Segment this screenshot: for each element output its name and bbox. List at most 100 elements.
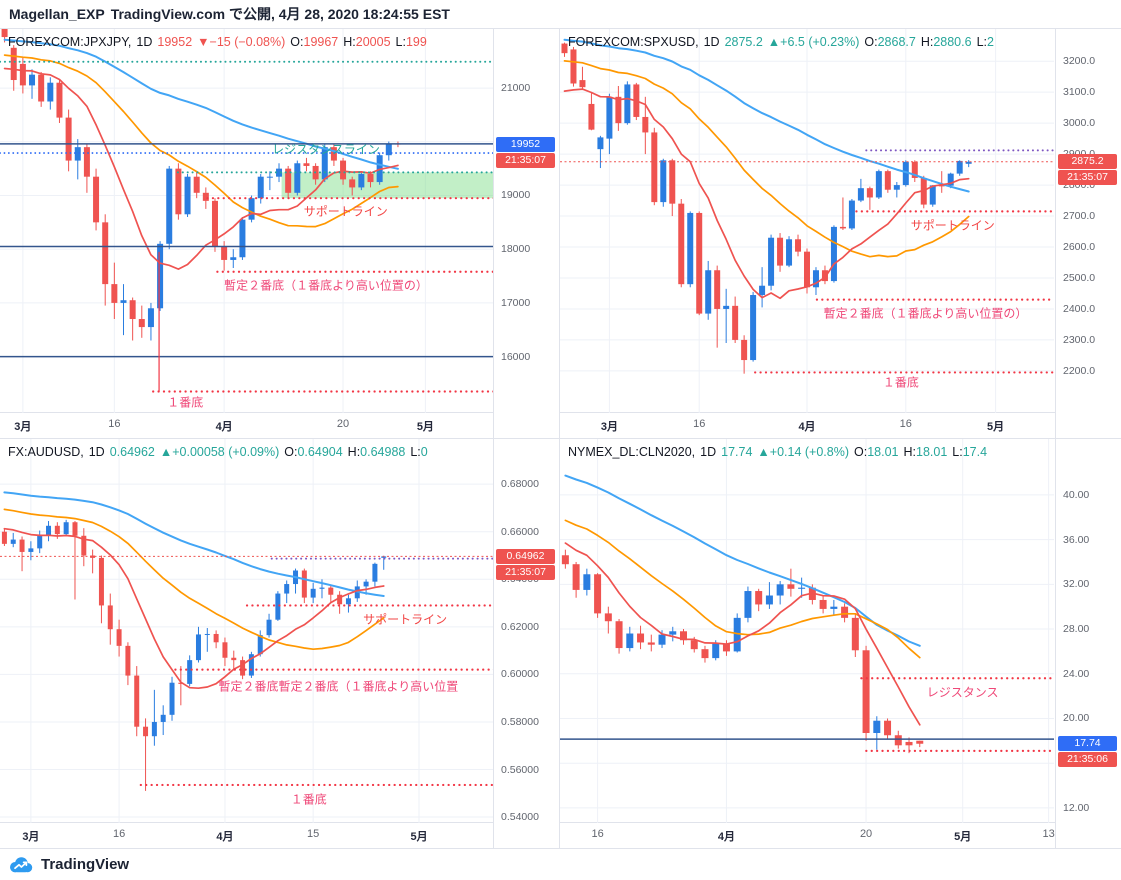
time-tick: 4月 <box>215 421 233 433</box>
price-tick: 2600.0 <box>1063 241 1096 253</box>
time-tick: 15 <box>307 828 320 840</box>
time-tick: 16 <box>591 828 604 840</box>
low-value-label: L: <box>395 35 406 49</box>
symbol-legend-jpxjpy: FOREXCOM:JPXJPY, 1D 19952 ▼−15 (−0.08%) O: 19… <box>8 35 427 49</box>
price-chart-audusd[interactable]: サポートライン暫定２番底暫定２番底（１番底より高い位置 １番底 <box>0 439 494 823</box>
price-change: ▲+0.00058 (+0.09%) <box>159 445 280 459</box>
low-value: 17.4 <box>962 445 988 459</box>
price-tick: 3000.0 <box>1063 117 1096 130</box>
low-value: 0 <box>420 445 428 459</box>
price-chart-cln2020[interactable]: レジスタンス <box>560 439 1054 823</box>
interval[interactable]: 1D <box>88 445 105 459</box>
price-scale-spxusd[interactable]: 3200.03100.03000.02900.02800.02700.02600… <box>1055 29 1121 438</box>
high-value: 20005 <box>355 35 391 49</box>
high-value: 0.64988 <box>360 445 406 459</box>
price-scale-audusd[interactable]: 0.680000.660000.640000.620000.600000.580… <box>493 439 559 848</box>
chart-panel-jpxjpy[interactable]: レジスタンスラインサポートライン暫定２番底（１番底より高い位置の） １番底 2100… <box>0 28 560 438</box>
brand-wordmark[interactable]: TradingView <box>41 856 130 873</box>
price-tick: 3100.0 <box>1063 86 1096 99</box>
trendline-label[interactable]: サポートライン <box>910 218 995 233</box>
candlestick-canvas-audusd[interactable] <box>0 439 494 823</box>
open-value-group: O: 18.01 <box>854 445 898 459</box>
symbol-name[interactable]: FOREXCOM:JPXJPY, <box>8 35 132 49</box>
countdown-badge: 21:35:07 <box>496 564 555 580</box>
time-tick: 3月 <box>14 421 32 433</box>
trendline-label[interactable]: レジスタンス <box>926 685 999 700</box>
time-scale-spxusd[interactable]: 3月 16 4月 16 5月 <box>560 412 1121 438</box>
time-tick: 16 <box>108 418 121 430</box>
open-value-label: O: <box>854 445 868 459</box>
last-price: 17.74 <box>721 445 753 459</box>
high-value-label: H: <box>343 35 356 49</box>
low-value-label: L: <box>410 445 421 459</box>
price-tick: 2700.0 <box>1063 210 1096 223</box>
high-value-group: H: 18.01 <box>904 445 948 459</box>
price-tick: 2300.0 <box>1063 333 1096 346</box>
price-change: ▼−15 (−0.08%) <box>197 35 286 49</box>
time-tick: 4月 <box>216 831 234 843</box>
trendline-label[interactable]: １番底 <box>290 792 327 806</box>
trendline-label[interactable]: レジスタンスライン <box>272 142 380 157</box>
trendline-label[interactable]: サポートライン <box>303 204 388 219</box>
share-header: Magellan_EXP TradingView.com で公開, 4月 28,… <box>0 0 1121 28</box>
time-tick: 4月 <box>717 831 736 843</box>
open-value: 2868.7 <box>877 35 916 49</box>
high-value-label: H: <box>347 445 361 459</box>
high-value-group: H: 0.64988 <box>348 445 406 459</box>
price-tick: 36.00 <box>1063 533 1090 546</box>
interval[interactable]: 1D <box>703 35 720 49</box>
open-value-label: O: <box>284 445 298 459</box>
time-tick: 16 <box>693 418 706 430</box>
tradingview-logo-icon[interactable] <box>8 855 34 875</box>
trendline-label[interactable]: 暫定２番底暫定２番底（１番底より高い位置 <box>218 679 459 694</box>
symbol-name[interactable]: FOREXCOM:SPXUSD, <box>568 35 699 49</box>
price-tick: 2400.0 <box>1063 302 1096 315</box>
trendline-label[interactable]: 暫定２番底（１番底より高い位置の） <box>224 278 428 293</box>
low-value-label: L: <box>976 35 987 49</box>
open-value-group: O: 0.64904 <box>284 445 342 459</box>
chart-panel-cln2020[interactable]: レジスタンス40.0036.0032.0028.0024.0020.0016.0… <box>560 438 1121 848</box>
price-tick: 0.56000 <box>501 763 539 776</box>
chart-panel-audusd[interactable]: サポートライン暫定２番底暫定２番底（１番底より高い位置 １番底 0.68000 0.6… <box>0 438 560 848</box>
publish-info: TradingView.com で公開, 4月 28, 2020 18:24:5… <box>110 6 450 22</box>
low-value-group: L: 199 <box>396 35 427 49</box>
last-price: 19952 <box>157 35 193 49</box>
low-value-group: L: 2 <box>977 35 994 49</box>
symbol-legend-cln2020: NYMEX_DL:CLN2020, 1D 17.74 ▲+0.14 (+0.8%) O:… <box>568 445 987 459</box>
interval[interactable]: 1D <box>700 445 717 459</box>
price-scale-jpxjpy[interactable]: 2100020000190001800017000160001995221:35… <box>493 29 559 438</box>
price-tick: 32.00 <box>1063 578 1090 591</box>
price-tick: 24.00 <box>1063 667 1090 680</box>
time-scale-cln2020[interactable]: 16 4月 20 5月 13 <box>560 822 1121 848</box>
price-chart-jpxjpy[interactable]: レジスタンスラインサポートライン暫定２番底（１番底より高い位置の） １番底 <box>0 29 494 413</box>
price-tick: 0.66000 <box>501 525 539 538</box>
candlestick-canvas-cln2020[interactable] <box>560 439 1054 823</box>
symbol-legend-spxusd: FOREXCOM:SPXUSD, 1D 2875.2 ▲+6.5 (+0.23%) O:… <box>568 35 994 49</box>
price-tick: 2500.0 <box>1063 271 1096 284</box>
price-tick: 0.62000 <box>501 620 539 633</box>
symbol-name[interactable]: FX:AUDUSD, <box>8 445 84 459</box>
price-scale-cln2020[interactable]: 40.0036.0032.0028.0024.0020.0016.0012.00… <box>1055 439 1121 848</box>
countdown-badge: 21:35:07 <box>496 152 555 168</box>
candlestick-canvas-jpxjpy[interactable] <box>0 29 494 413</box>
trendline-label[interactable]: １番底 <box>167 395 204 410</box>
author-name: Magellan_EXP <box>9 6 105 22</box>
chart-panel-spxusd[interactable]: サポートライン暫定２番底（１番底より高い位置の） １番底 3200.0 3100.0 3… <box>560 28 1121 438</box>
trendline-label[interactable]: サポートライン <box>363 612 448 627</box>
price-chart-spxusd[interactable]: サポートライン暫定２番底（１番底より高い位置の） １番底 <box>560 29 1054 413</box>
time-tick: 16 <box>899 418 912 430</box>
interval[interactable]: 1D <box>136 35 153 49</box>
low-value: 2 <box>987 35 994 49</box>
candlestick-canvas-spxusd[interactable] <box>560 29 1054 413</box>
low-value: 199 <box>405 35 427 49</box>
trendline-label[interactable]: 暫定２番底（１番底より高い位置の） <box>823 306 1028 321</box>
open-value-group: O: 19967 <box>290 35 338 49</box>
high-value-label: H: <box>920 35 934 49</box>
trendline-label[interactable]: １番底 <box>882 375 919 390</box>
price-tick: 0.58000 <box>501 715 539 728</box>
price-tick: 3200.0 <box>1063 55 1096 68</box>
time-scale-audusd[interactable]: 3月 16 4月 15 5月 <box>0 822 559 848</box>
symbol-name[interactable]: NYMEX_DL:CLN2020, <box>568 445 696 459</box>
time-scale-jpxjpy[interactable]: 3月 16 4月 20 5月 <box>0 412 559 438</box>
time-tick: 5月 <box>416 421 434 433</box>
